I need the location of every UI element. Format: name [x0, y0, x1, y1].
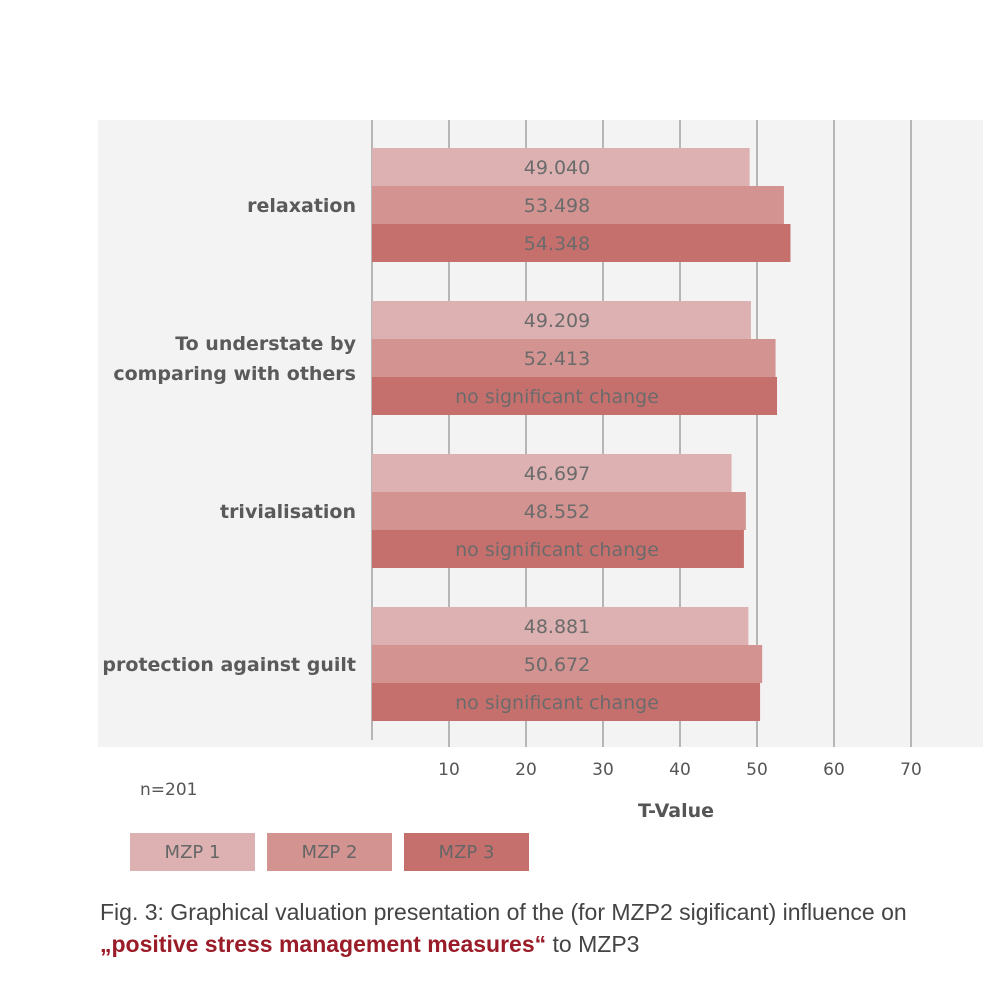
bar-1	[372, 148, 750, 186]
category-label: comparing with others	[113, 363, 356, 385]
bar-2	[372, 339, 776, 377]
tick-labels: 10 20 30 40 50 60 70	[438, 760, 922, 780]
bar-value-label: 53.498	[524, 195, 590, 217]
x-tick-label: 50	[746, 760, 768, 780]
legend-mzp2: MZP 2	[267, 833, 392, 871]
x-tick-label: 20	[515, 760, 537, 780]
caption-text: Fig. 3: Graphical valuation presentation…	[100, 899, 907, 925]
bar-value-label: 48.881	[524, 616, 590, 638]
x-tick-label: 10	[438, 760, 460, 780]
bar-value-label: 49.040	[524, 157, 590, 179]
bar-3	[372, 377, 778, 415]
bar-value-label: 52.413	[524, 348, 590, 370]
legend-mzp3: MZP 3	[404, 833, 529, 871]
x-tick-label: 40	[669, 760, 691, 780]
x-axis-title: T-Value	[638, 800, 714, 822]
category-label: relaxation	[247, 195, 356, 217]
category-label: protection against guilt	[102, 654, 356, 676]
x-tick-label: 70	[900, 760, 922, 780]
sample-size-note: n=201	[140, 780, 197, 800]
bars: 49.040 53.498 54.348 49.209 52.413 no signifi…	[372, 148, 791, 721]
bar-value-label: no significant change	[455, 539, 659, 561]
bar-2	[372, 492, 746, 530]
category-label: trivialisation	[220, 501, 356, 523]
category-label: To understate by	[175, 333, 356, 355]
bar-value-label: no significant change	[455, 386, 659, 408]
bar-value-label: 54.348	[524, 233, 590, 255]
bar-value-label: no significant change	[455, 692, 659, 714]
x-tick-label: 30	[592, 760, 614, 780]
bar-value-label: 48.552	[524, 501, 590, 523]
bar-value-label: 49.209	[524, 310, 590, 332]
bar-value-label: 50.672	[524, 654, 590, 676]
x-tick-label: 60	[823, 760, 845, 780]
caption-suffix: to MZP3	[546, 931, 640, 957]
legend-mzp1: MZP 1	[130, 833, 255, 871]
bar-3	[372, 683, 761, 721]
bar-3	[372, 530, 744, 568]
bar-value-label: 46.697	[524, 463, 590, 485]
bar-1	[372, 607, 749, 645]
bar-3	[372, 224, 791, 262]
bar-1	[372, 301, 751, 339]
category-labels: relaxation To understate by comparing with…	[102, 195, 356, 676]
bar-2	[372, 186, 784, 224]
bar-1	[372, 454, 732, 492]
legend: MZP 1 MZP 2 MZP 3	[130, 833, 529, 871]
bar-2	[372, 645, 763, 683]
figure-caption: Fig. 3: Graphical valuation presentation…	[100, 896, 980, 960]
bar-chart: 49.040 53.498 54.348 49.209 52.413 no signifi…	[98, 120, 983, 822]
caption-highlight: „positive stress management measures“	[100, 931, 547, 957]
